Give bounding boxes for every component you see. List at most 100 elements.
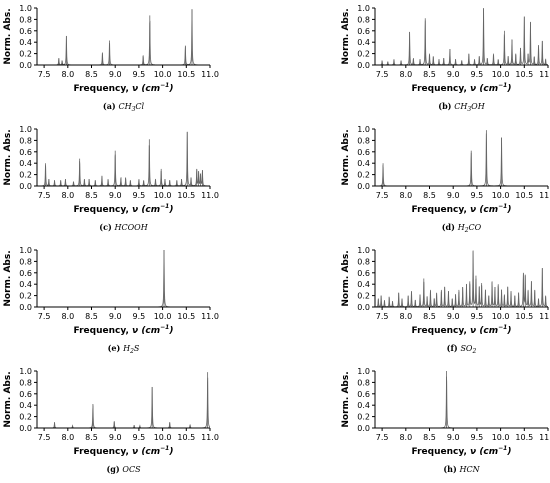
x-tick-label: 7.5 (38, 433, 51, 442)
y-tick-label: 0.0 (357, 303, 370, 312)
spectrum-line (37, 377, 211, 429)
x-tick-label: 10.0 (492, 433, 510, 442)
x-tick-label: 9.5 (133, 312, 146, 321)
x-axis-label-exp: −1 (160, 82, 169, 89)
x-axis-label-exp: −1 (498, 82, 507, 89)
x-tick-label: 7.5 (376, 433, 389, 442)
x-tick-label: 8.0 (61, 191, 74, 200)
y-axis-label: Norm. Abs. (3, 129, 13, 185)
x-tick-label: 10.0 (492, 312, 510, 321)
x-tick-label: 8.5 (85, 191, 98, 200)
x-tick-label: 9.5 (471, 312, 484, 321)
x-tick-label: 10.0 (154, 191, 172, 200)
x-tick-label: 7.5 (376, 70, 389, 79)
y-tick-label: 0.4 (19, 159, 32, 168)
x-axis-label-close: ) (506, 84, 511, 94)
x-tick-label: 7.5 (38, 191, 51, 200)
subplot-2: 0.0 0.2 0.4 0.6 0.8 1.0 7.5 8.0 8.5 9.0 9.5 10.0 10.… (341, 4, 550, 113)
y-tick-label: 0.2 (357, 171, 370, 180)
y-tick-label: 0.0 (357, 182, 370, 191)
x-axis-label-text: Frequency, (412, 326, 471, 336)
x-tick-label: 9.0 (109, 70, 122, 79)
caption-formula: SO (460, 344, 472, 353)
x-axis-label: Frequency, ν (cm−1) (74, 445, 174, 457)
spectrum-line (375, 9, 549, 66)
x-axis-label-close: ) (506, 326, 511, 336)
x-axis-label-unit: (cm (476, 326, 498, 336)
x-axis-label-unit: (cm (476, 447, 498, 457)
caption-formula: 2 (472, 348, 477, 355)
caption-formula: CO (469, 223, 482, 232)
spectrum-line (375, 133, 548, 187)
caption-formula: CH (118, 102, 132, 111)
y-axis-label: Norm. Abs. (341, 371, 351, 427)
x-tick-label: 9.5 (133, 433, 146, 442)
x-tick-label: 8.0 (61, 312, 74, 321)
y-tick-label: 0.6 (19, 390, 32, 399)
x-axis-label: Frequency, ν (cm−1) (74, 82, 174, 94)
y-tick-label: 0.6 (357, 148, 370, 157)
x-tick-label: 11.0 (201, 312, 219, 321)
caption-formula: CH (454, 102, 468, 111)
x-axis-label: Frequency, ν (cm−1) (74, 203, 174, 215)
y-tick-label: 0.6 (19, 148, 32, 157)
x-axis-label-close: ) (506, 447, 511, 457)
y-tick-label: 0.0 (357, 61, 370, 70)
y-tick-label: 0.2 (19, 413, 32, 422)
y-tick-label: 0.8 (357, 136, 370, 145)
x-axis-label-unit: (cm (476, 205, 498, 215)
x-axis-label-unit: (cm (138, 84, 160, 94)
spectrum-line (37, 131, 210, 187)
x-tick-label: 7.5 (376, 191, 389, 200)
y-tick-label: 0.2 (357, 50, 370, 59)
caption-formula: HCN (459, 465, 481, 474)
x-tick-label: 9.0 (447, 191, 460, 200)
y-tick-label: 0.2 (19, 50, 32, 59)
caption-letter: (g) (106, 464, 122, 474)
x-tick-label: 10.0 (154, 70, 172, 79)
y-tick-label: 0.0 (19, 61, 32, 70)
x-tick-label: 11.0 (539, 70, 550, 79)
x-axis-label-exp: −1 (160, 324, 169, 331)
x-tick-label: 7.5 (38, 70, 51, 79)
x-tick-label: 10.5 (515, 70, 533, 79)
subplot-7: 0.0 0.2 0.4 0.6 0.8 1.0 7.5 8.0 8.5 9.0 9.5 10.0 10.… (3, 367, 219, 474)
y-tick-label: 0.8 (19, 378, 32, 387)
subplot-3: 0.0 0.2 0.4 0.6 0.8 1.0 7.5 8.0 8.5 9.0 9.5 10.0 10.… (3, 125, 219, 232)
y-tick-label: 1.0 (357, 4, 370, 13)
x-tick-label: 7.5 (38, 312, 51, 321)
x-tick-label: 8.5 (423, 312, 436, 321)
x-axis-label-var: ν (132, 205, 138, 215)
y-tick-label: 0.8 (357, 15, 370, 24)
x-tick-label: 10.5 (515, 191, 533, 200)
x-axis-label-close: ) (168, 205, 173, 215)
x-axis-label-exp: −1 (498, 324, 507, 331)
y-tick-label: 1.0 (19, 367, 32, 376)
x-axis-label-close: ) (168, 84, 173, 94)
x-tick-label: 10.5 (177, 70, 195, 79)
x-axis-label-var: ν (470, 84, 476, 94)
x-tick-label: 8.5 (423, 433, 436, 442)
x-tick-label: 10.0 (154, 312, 172, 321)
x-tick-label: 7.5 (376, 312, 389, 321)
x-tick-label: 8.0 (399, 70, 412, 79)
x-tick-label: 8.0 (399, 433, 412, 442)
x-axis-label-unit: (cm (138, 447, 160, 457)
x-tick-label: 11.0 (539, 191, 550, 200)
x-tick-label: 10.0 (154, 433, 172, 442)
y-tick-label: 0.6 (357, 390, 370, 399)
x-axis-label-text: Frequency, (74, 205, 133, 215)
x-tick-label: 11.0 (201, 433, 219, 442)
x-axis-label-var: ν (470, 447, 476, 457)
y-tick-label: 0.8 (19, 136, 32, 145)
x-axis-label-text: Frequency, (412, 84, 471, 94)
x-tick-label: 9.0 (447, 433, 460, 442)
x-axis-label-text: Frequency, (74, 447, 133, 457)
x-axis-label-unit: (cm (476, 84, 498, 94)
x-tick-label: 11.0 (201, 191, 219, 200)
x-axis-label-text: Frequency, (412, 447, 471, 457)
x-tick-label: 10.5 (515, 312, 533, 321)
x-tick-label: 11.0 (539, 433, 550, 442)
spectrum-line (375, 376, 548, 429)
